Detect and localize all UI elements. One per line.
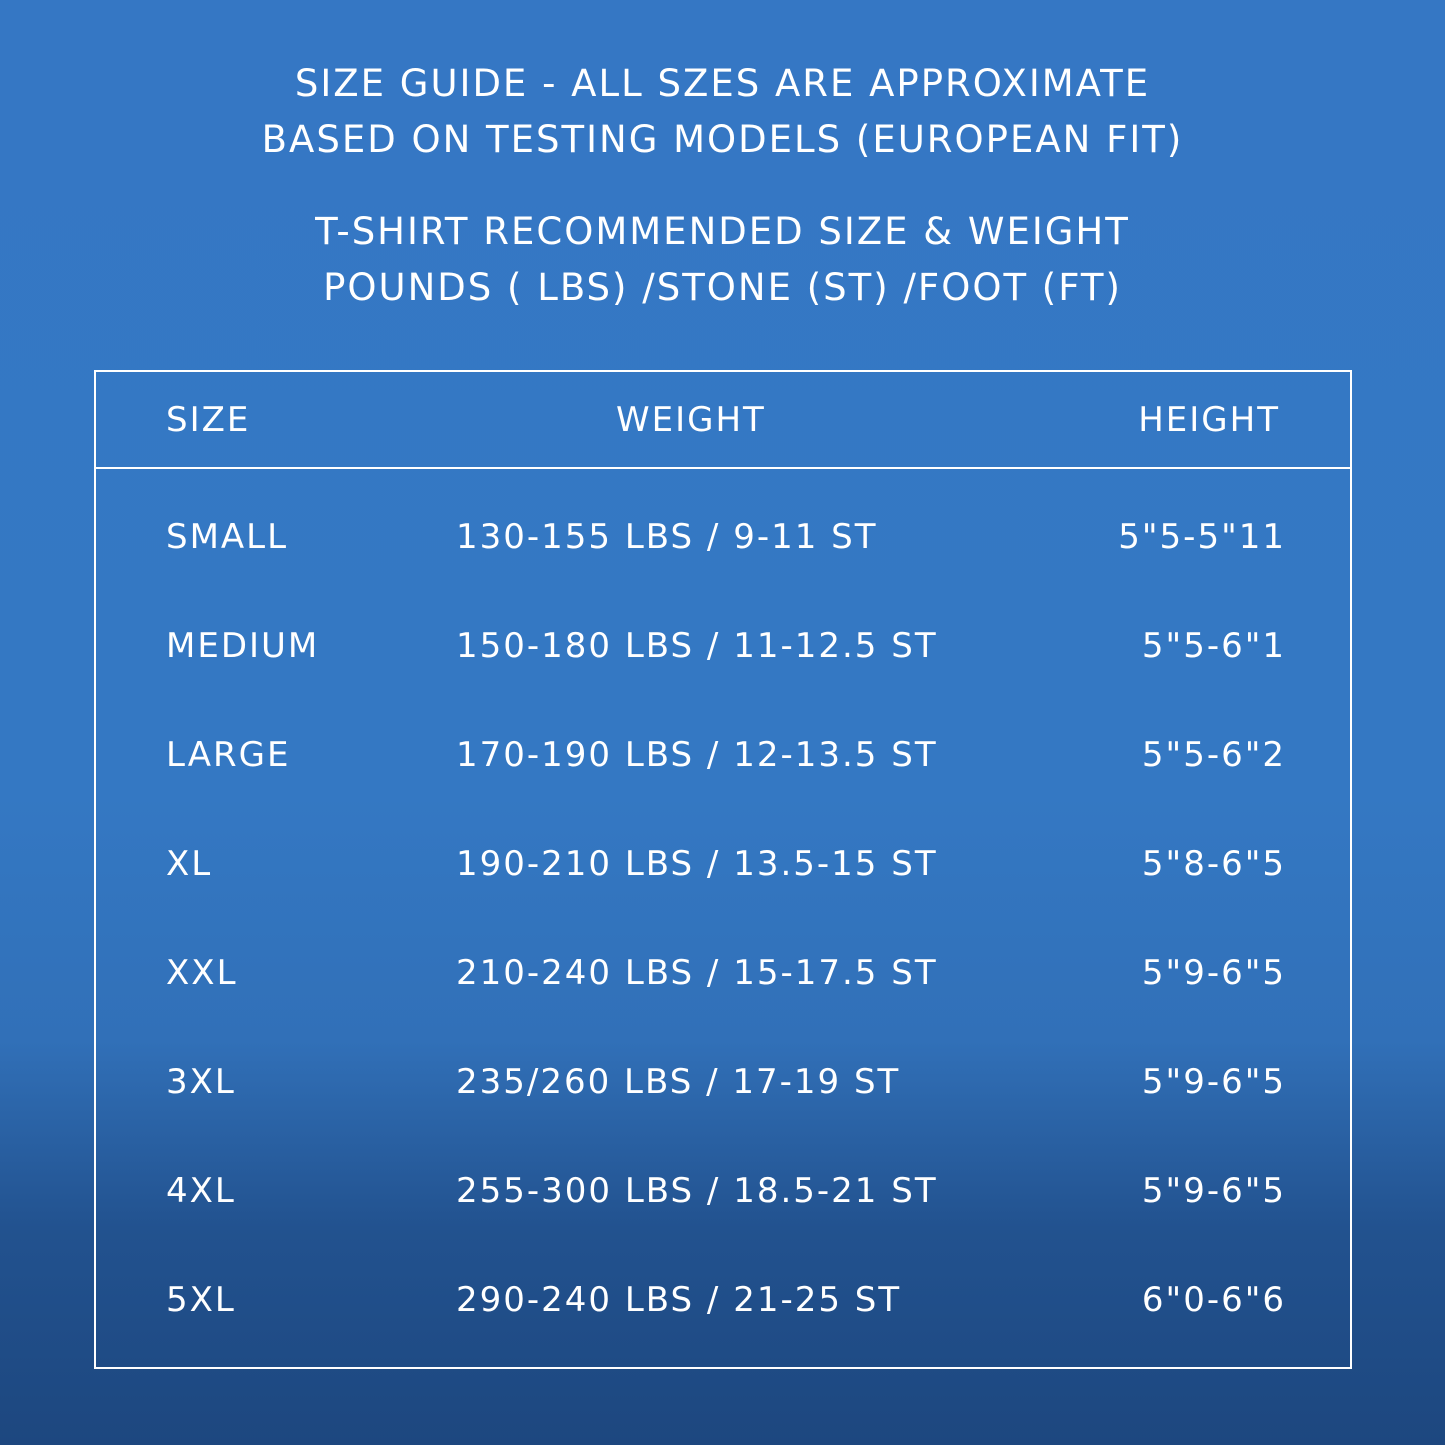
heading-block-1: SIZE GUIDE - ALL SZES ARE APPROXIMATE BA… xyxy=(0,56,1445,168)
column-header-height: HEIGHT xyxy=(1138,400,1280,440)
row-size: LARGE xyxy=(166,735,291,775)
header-divider xyxy=(96,467,1350,469)
row-size: XXL xyxy=(166,953,238,993)
row-size: 5XL xyxy=(166,1280,236,1320)
row-size: 3XL xyxy=(166,1062,236,1102)
row-height: 5"9-6"5 xyxy=(1141,1062,1286,1102)
column-header-weight: WEIGHT xyxy=(616,400,766,440)
row-size: SMALL xyxy=(166,517,289,557)
row-height: 5"5-6"2 xyxy=(1141,735,1286,775)
row-weight: 255-300 LBS / 18.5-21 ST xyxy=(456,1171,938,1211)
heading-line-2: BASED ON TESTING MODELS (EUROPEAN FIT) xyxy=(261,118,1184,161)
row-weight: 235/260 LBS / 17-19 ST xyxy=(456,1062,901,1102)
row-weight: 170-190 LBS / 12-13.5 ST xyxy=(456,735,938,775)
row-height: 6"0-6"6 xyxy=(1141,1280,1286,1320)
row-height: 5"5-5"11 xyxy=(1118,517,1286,557)
row-size: 4XL xyxy=(166,1171,236,1211)
column-header-size: SIZE xyxy=(166,400,251,440)
row-size: XL xyxy=(166,844,213,884)
row-height: 5"8-6"5 xyxy=(1141,844,1286,884)
heading-line-4: POUNDS ( LBS) /STONE (ST) /FOOT (FT) xyxy=(323,266,1122,309)
row-height: 5"9-6"5 xyxy=(1141,953,1286,993)
row-weight: 150-180 LBS / 11-12.5 ST xyxy=(456,626,938,666)
heading-line-3: T-SHIRT RECOMMENDED SIZE & WEIGHT xyxy=(315,210,1130,253)
heading-line-1: SIZE GUIDE - ALL SZES ARE APPROXIMATE xyxy=(294,62,1151,105)
row-weight: 190-210 LBS / 13.5-15 ST xyxy=(456,844,938,884)
row-size: MEDIUM xyxy=(166,626,320,666)
size-table: SIZE WEIGHT HEIGHT SMALL 130-155 LBS / 9-… xyxy=(94,370,1352,1369)
row-height: 5"9-6"5 xyxy=(1141,1171,1286,1211)
row-height: 5"5-6"1 xyxy=(1141,626,1286,666)
row-weight: 130-155 LBS / 9-11 ST xyxy=(456,517,878,557)
row-weight: 290-240 LBS / 21-25 ST xyxy=(456,1280,902,1320)
heading-block-2: T-SHIRT RECOMMENDED SIZE & WEIGHT POUNDS… xyxy=(0,204,1445,316)
row-weight: 210-240 LBS / 15-17.5 ST xyxy=(456,953,938,993)
